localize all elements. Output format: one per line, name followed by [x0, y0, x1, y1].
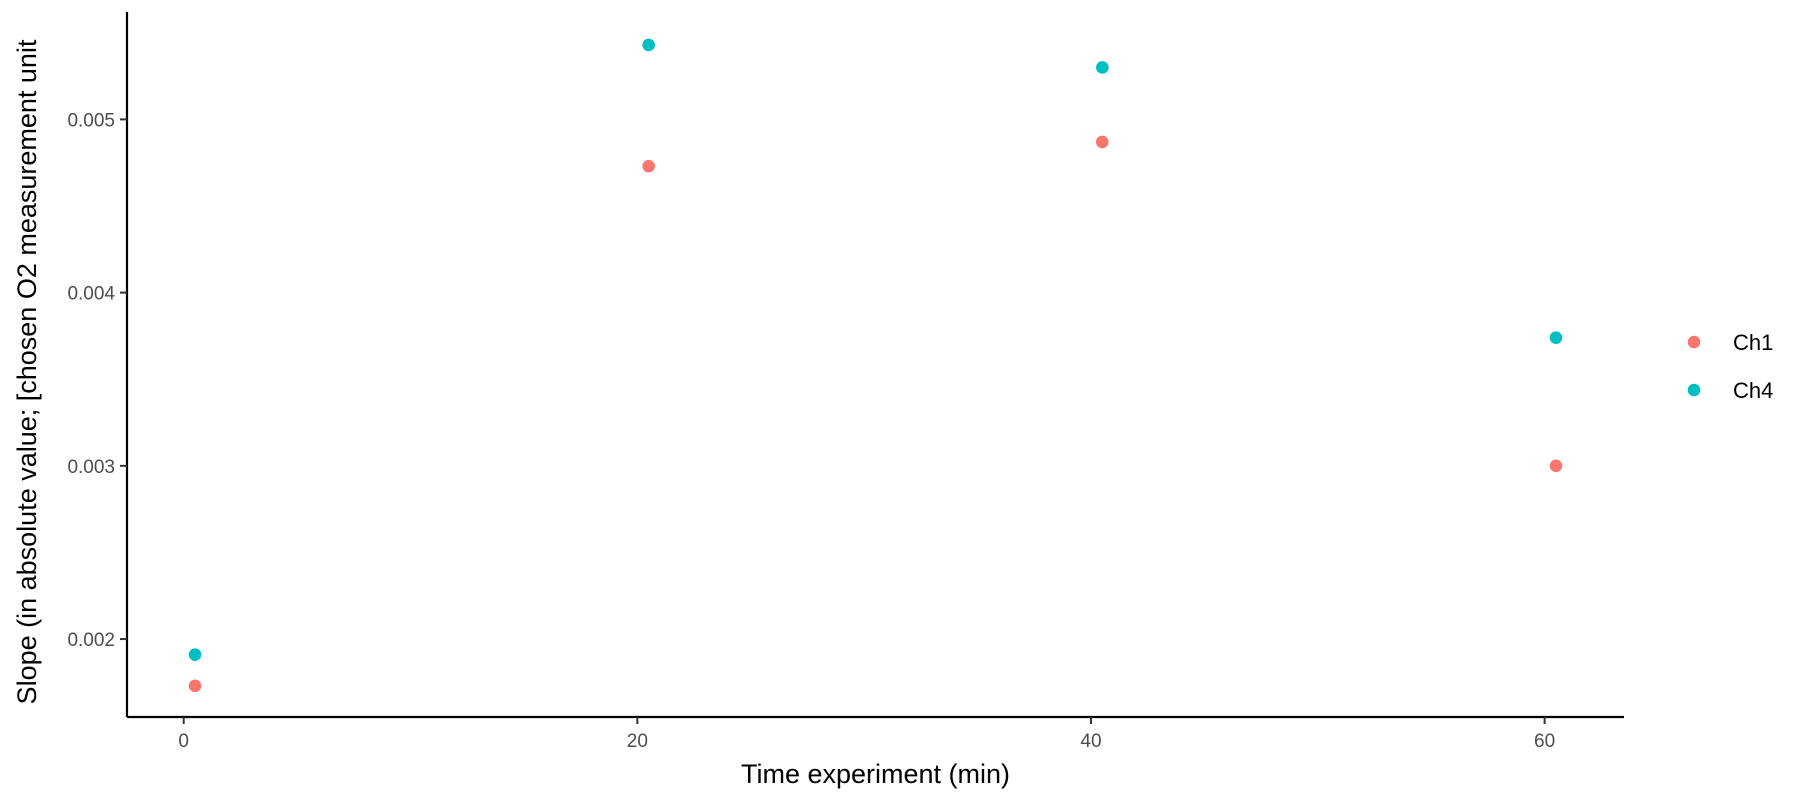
- legend-label-ch1: Ch1: [1733, 330, 1773, 355]
- y-axis-ticks: 0.002 0.003 0.004 0.005: [67, 110, 127, 651]
- x-tick-label: 0: [178, 731, 189, 752]
- data-point-ch1-2: [1096, 135, 1109, 149]
- y-axis-title: Slope (in absolute value; [chosen O2 mea…: [12, 39, 42, 704]
- data-points: [188, 38, 1563, 693]
- y-tick-label: 0.004: [67, 284, 115, 305]
- legend-key-ch1: [1687, 335, 1701, 349]
- x-axis-title: Time experiment (min): [741, 759, 1010, 789]
- x-tick-label: 40: [1080, 731, 1101, 752]
- data-point-ch1-0: [188, 679, 202, 693]
- x-axis-ticks: 0 20 40 60: [178, 717, 1555, 752]
- data-point-ch1-1: [642, 159, 655, 173]
- y-tick-label: 0.003: [67, 457, 115, 478]
- data-point-ch4-0: [188, 648, 202, 661]
- legend-label-ch4: Ch4: [1733, 378, 1773, 403]
- y-tick-label: 0.005: [67, 110, 115, 131]
- data-point-ch4-2: [1096, 61, 1109, 74]
- data-point-ch4-1: [642, 38, 655, 52]
- x-tick-label: 20: [627, 731, 648, 752]
- x-tick-label: 60: [1534, 731, 1555, 752]
- y-tick-label: 0.002: [67, 630, 115, 651]
- legend: Ch1 Ch4: [1687, 330, 1773, 403]
- data-point-ch4-3: [1549, 331, 1563, 344]
- data-point-ch1-3: [1549, 459, 1563, 473]
- legend-key-ch4: [1687, 383, 1701, 397]
